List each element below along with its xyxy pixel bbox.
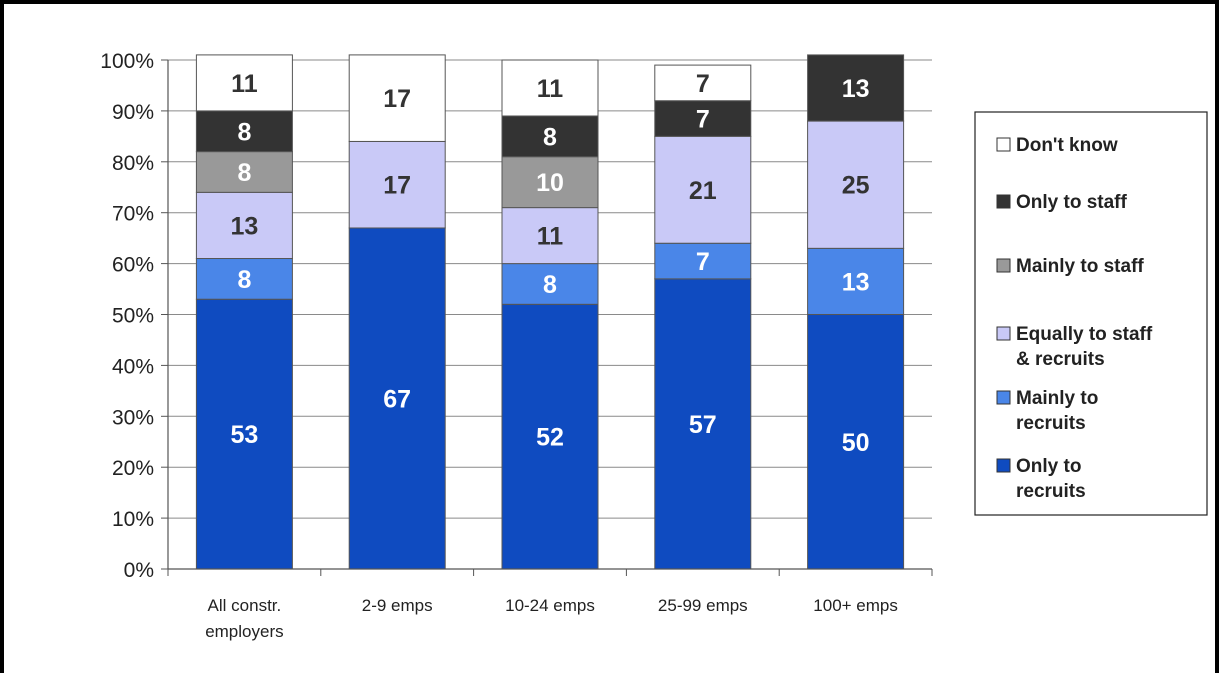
data-label: 11 (537, 223, 564, 251)
y-axis: 0% 10% 20% 30% 40% 50% 60% 70% 80% 90% 100% (100, 50, 169, 582)
y-tick-label: 90% (112, 101, 154, 124)
data-label: 52 (536, 424, 564, 452)
data-label: 7 (696, 106, 710, 134)
bar-segment (807, 247, 905, 315)
y-tick-label: 30% (112, 406, 154, 429)
y-tick-label: 10% (112, 508, 154, 531)
bar-segment (195, 298, 293, 570)
legend-swatch (996, 326, 1011, 341)
y-tick-label: 20% (112, 457, 154, 480)
x-tick-label: 10-24 emps (505, 596, 595, 615)
bar-segment (654, 242, 752, 280)
bar-segment (501, 115, 599, 158)
legend-entry: Equally to staff & recruits (1016, 324, 1153, 370)
bar-segment (654, 100, 752, 137)
data-label: 10 (536, 169, 564, 197)
bar-segment (195, 110, 293, 153)
data-label: 13 (230, 212, 258, 240)
legend-entry: Only to recruits (1016, 456, 1086, 502)
bar-segment (195, 258, 293, 300)
bar-segment (501, 303, 599, 570)
data-label: 7 (696, 70, 710, 98)
bar-segment (654, 278, 752, 570)
bar-segment (195, 191, 293, 260)
legend-entry: Mainly to recruits (1016, 388, 1098, 434)
y-tick-label: 70% (112, 203, 154, 226)
data-label: 53 (230, 421, 258, 449)
y-tick-label: 80% (112, 152, 154, 175)
bars: 53 8 13 8 8 11 67 17 17 52 8 11 10 8 11 57 7 21 7 7 50 13 25 13 (195, 54, 905, 570)
y-tick-label: 0% (124, 559, 154, 582)
data-label: 8 (237, 159, 251, 187)
bar-segment (807, 54, 905, 122)
x-tick-label: 100+ emps (813, 596, 898, 615)
legend-entry: Mainly to staff (1016, 256, 1144, 277)
bar-segment (195, 151, 293, 193)
legend-swatch (996, 458, 1011, 473)
data-label: 8 (237, 118, 251, 146)
y-tick-label: 100% (100, 50, 154, 73)
bar-segment (195, 54, 293, 112)
legend-swatch (996, 390, 1011, 405)
data-label: 57 (689, 411, 717, 439)
data-label: 50 (842, 429, 870, 457)
x-tick-label: All constr. employers (205, 596, 283, 641)
bar-segment (348, 54, 446, 142)
legend-entry: Don't know (1016, 135, 1118, 156)
data-label: 67 (383, 385, 411, 413)
legend: Don't know Only to staff Mainly to staff Eq… (974, 111, 1208, 516)
data-label: 8 (237, 266, 251, 294)
data-label: 13 (842, 75, 870, 103)
legend-swatch (996, 194, 1011, 209)
data-label: 25 (842, 172, 870, 200)
legend-entry: Only to staff (1016, 192, 1128, 213)
legend-swatch (996, 137, 1011, 152)
data-label: 8 (543, 123, 557, 151)
bar-segment (501, 156, 599, 209)
bar-segment (348, 227, 446, 570)
legend-swatch (996, 258, 1011, 273)
data-label: 17 (383, 172, 411, 200)
bar-segment (807, 314, 905, 570)
y-tick-label: 50% (112, 305, 154, 328)
bar-segment (654, 64, 752, 102)
x-tick-label: 25-99 emps (658, 596, 748, 615)
bar-segment (654, 135, 752, 244)
bar-segment (348, 140, 446, 229)
x-axis: All constr. employers 2-9 emps 10-24 emps 25… (167, 568, 933, 641)
data-label: 13 (842, 268, 870, 296)
x-tick-label: 2-9 emps (362, 596, 433, 615)
data-label: 7 (696, 248, 710, 276)
data-label: 8 (543, 271, 557, 299)
bar-segment (501, 59, 599, 117)
y-tick-label: 60% (112, 254, 154, 277)
data-label: 11 (231, 70, 258, 98)
data-label: 17 (383, 85, 411, 113)
data-label: 11 (537, 75, 564, 103)
data-label: 21 (689, 177, 717, 205)
y-tick-label: 40% (112, 355, 154, 378)
bar-segment (807, 120, 905, 249)
legend-box (974, 111, 1208, 516)
